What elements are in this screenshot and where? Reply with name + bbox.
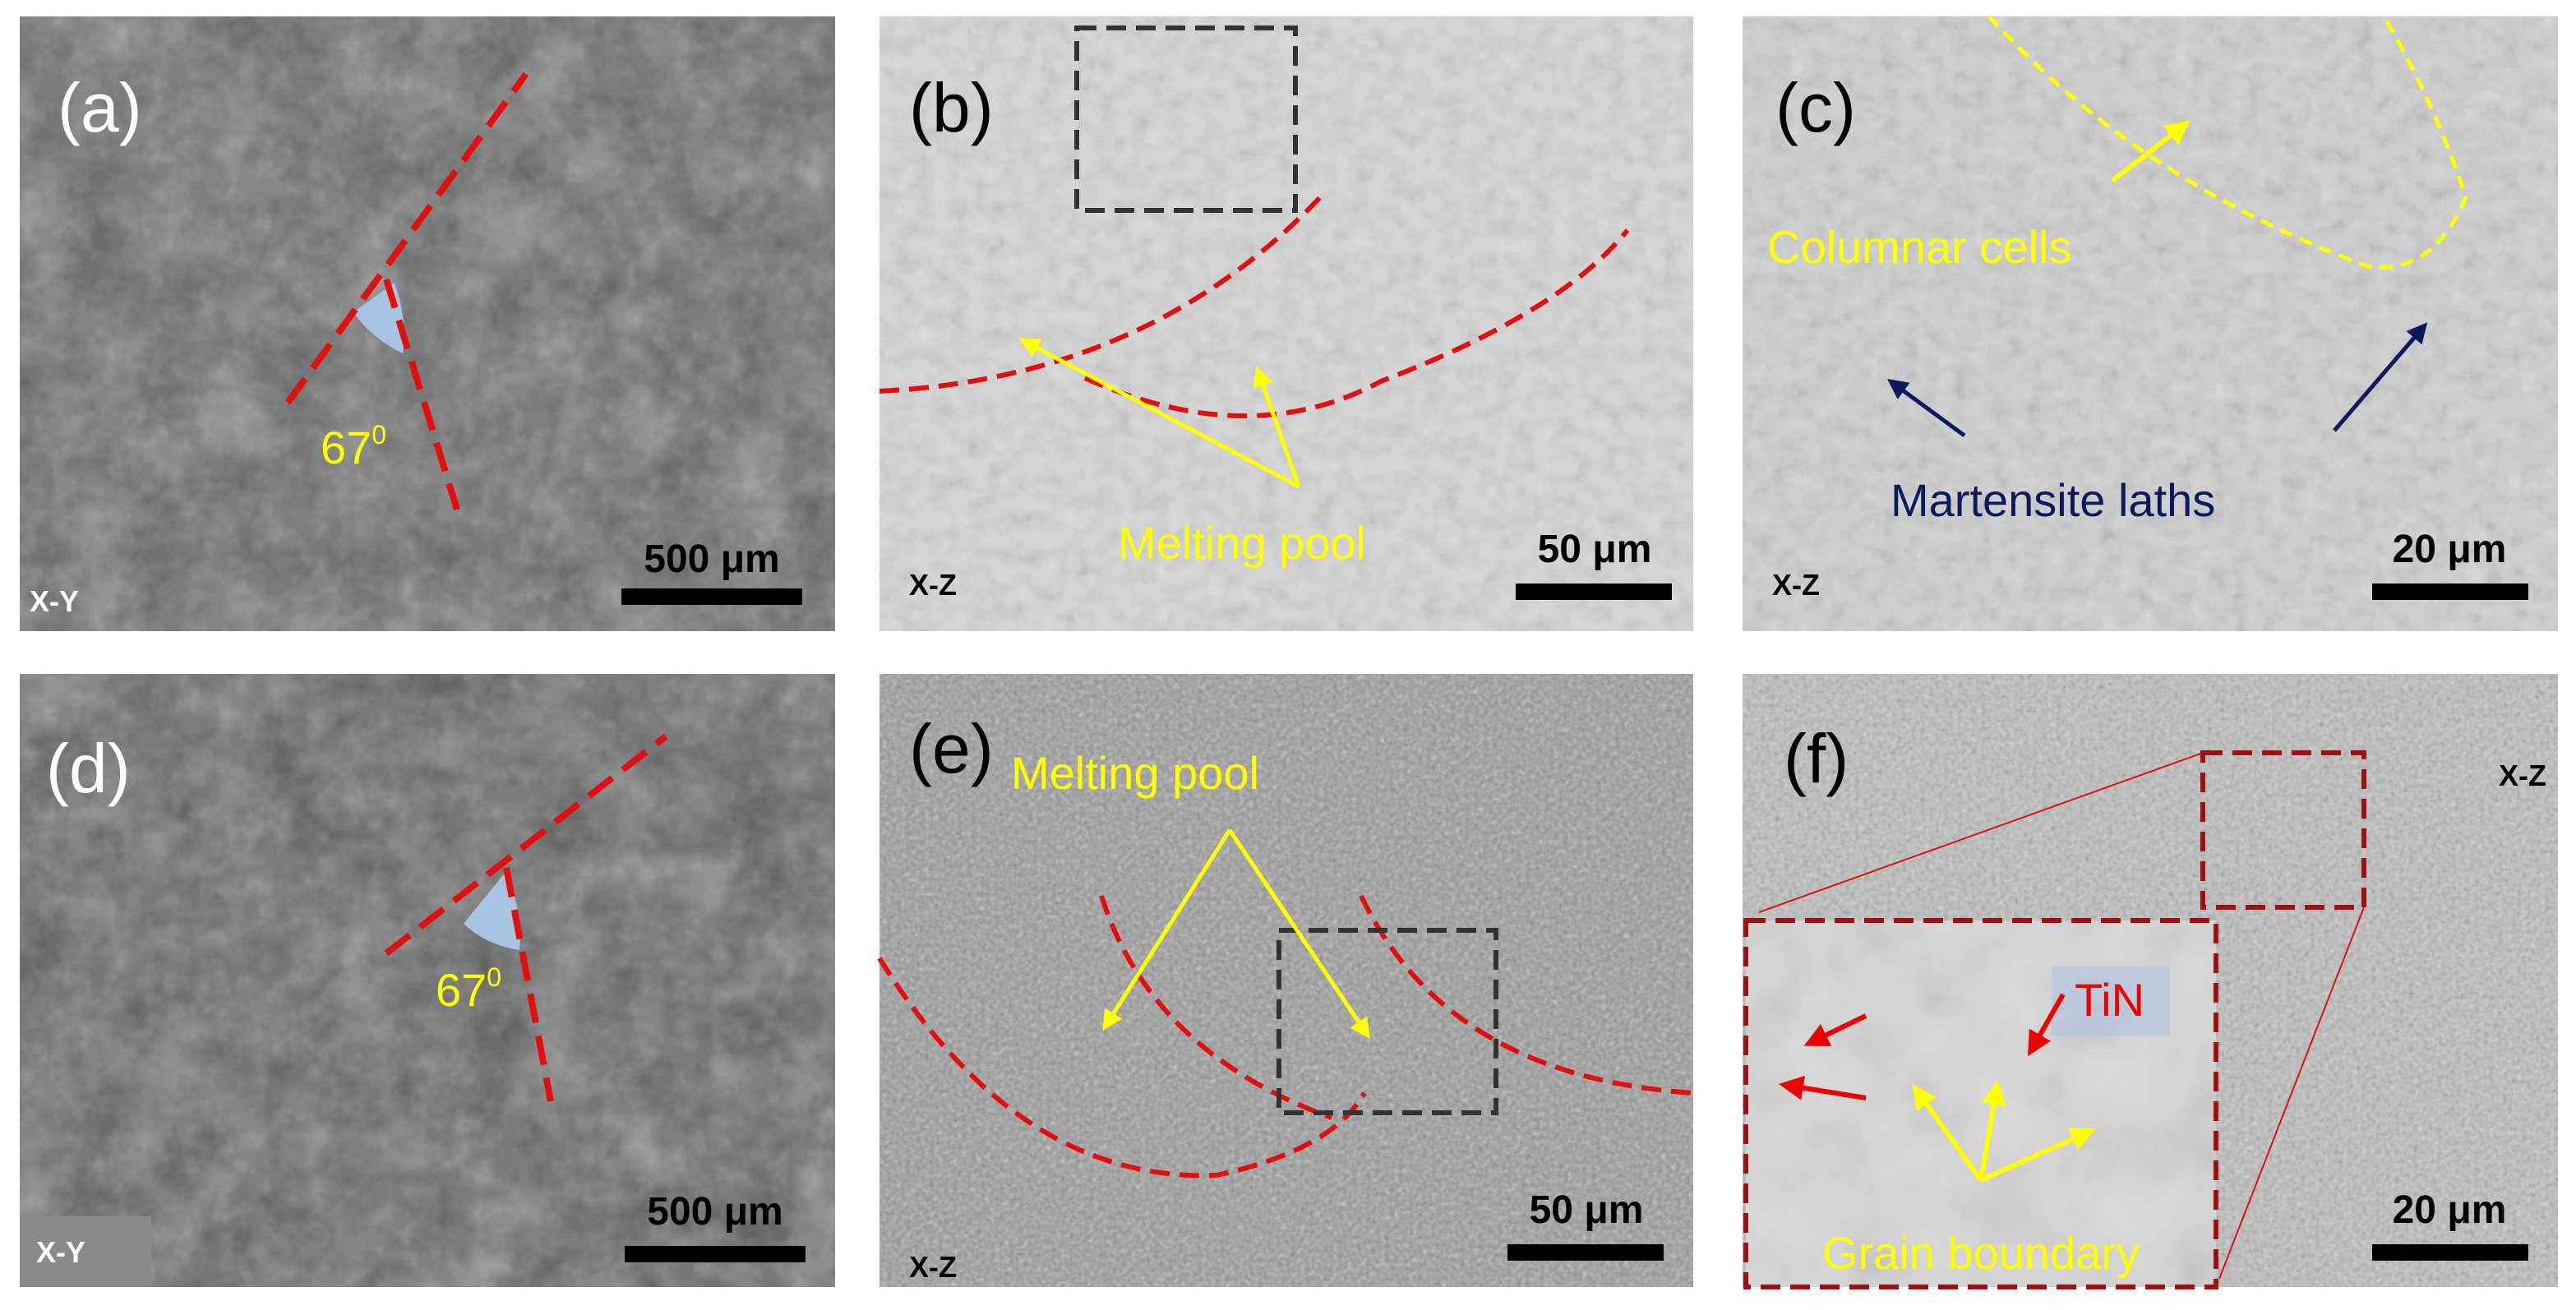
angle-label: 670 [436,962,501,1016]
scale-bar [2372,584,2528,600]
boundary-line [503,867,554,1102]
texture [20,674,835,1287]
annotation: TiN [2075,974,2144,1026]
scale-bar [625,1246,806,1262]
zoom-line [2218,906,2365,1280]
texture [879,674,1693,1287]
zoom-box [1074,25,1298,213]
texture [20,16,835,631]
boundary-line [384,733,668,957]
arrow [1227,828,1370,1040]
angle-label: 670 [321,420,386,473]
annotation: Melting pool [1118,517,1366,569]
arrow [1886,379,1966,438]
boundary-line [284,71,529,405]
panel-c: Columnar cells Martensite laths (c) X-Z … [1743,15,2558,631]
angle-wedge [464,871,520,950]
arrow [2333,322,2428,432]
arrow [1979,1128,2096,1183]
scale-bar-label: 500 μm [647,1190,782,1234]
arrow [1803,1013,1867,1047]
scale-bar-label: 50 μm [1530,1188,1644,1232]
plane-label: X-Z [909,1250,957,1284]
annotation: Grain boundary [1822,1227,2140,1279]
scale-bar [1507,1244,1664,1261]
scale-bar-label: 20 μm [2393,1188,2507,1232]
arrow [1102,828,1232,1031]
pool-boundary [1359,894,1694,1096]
annotation: Columnar cells [1767,221,2071,273]
annotation: Melting pool [1011,747,1259,799]
panel-b: Melting pool (b) X-Z 50 μm [879,16,1693,631]
angle-value: 67 [436,964,487,1016]
arrow [1779,1075,1867,1100]
arrow [1018,338,1300,489]
zoom-line [1758,752,2204,913]
arrow [1912,1084,1983,1182]
inset-border [1743,918,2218,1289]
scale-bar [1516,584,1672,600]
panel-e: Melting pool (e) X-Z 50 μm [877,674,1694,1287]
pool-boundary [1099,895,1333,1120]
plane-label: X-Y [36,1235,85,1269]
label-box [2052,966,2170,1036]
plane-box [20,1216,151,1287]
angle-sup: 0 [487,962,501,992]
arrow [2028,993,2066,1057]
panel-label: (d) [46,730,131,807]
panel-label: (a) [58,69,142,146]
pool-boundary [877,957,1367,1179]
panel-label: (c) [1775,69,1856,146]
pool-boundary [1083,228,1630,418]
zoom-box [2200,750,2366,910]
angle-sup: 0 [372,420,386,450]
plane-label: X-Z [1772,568,1820,602]
panel-label: (e) [909,710,994,787]
arrow [2111,120,2191,183]
arrow [1253,366,1301,487]
panel-f: TiN Grain boundary (f) X-Z 20 μm [1743,674,2558,1289]
plane-label: X-Y [30,584,79,618]
panel-a: 670 (a) X-Y 500 μm [20,16,835,631]
scale-bar-label: 20 μm [2393,528,2507,571]
texture [879,16,1693,631]
panel-d: 670 (d) X-Y 500 μm [20,674,835,1287]
scale-bar [621,588,802,605]
scale-bar-label: 500 μm [644,537,779,581]
scale-bar-label: 50 μm [1538,528,1652,571]
panel-label: (f) [1784,720,1849,797]
pool-boundary [879,191,1326,394]
panel-label: (b) [909,69,994,146]
angle-value: 67 [321,422,372,473]
annotation: Martensite laths [1890,474,2215,526]
plane-label: X-Z [2499,759,2546,792]
zoom-box [1276,928,1498,1115]
scale-bar [2372,1244,2528,1261]
plane-label: X-Z [909,568,957,602]
arrow [1978,1080,2006,1181]
